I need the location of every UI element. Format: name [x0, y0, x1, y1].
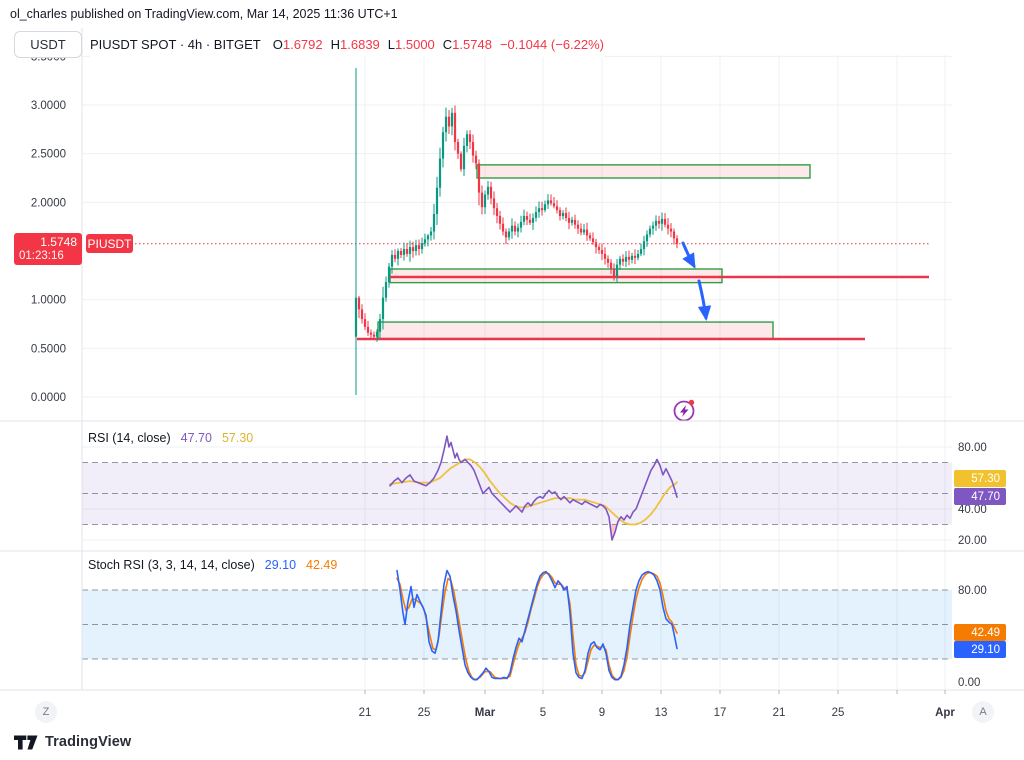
- ohlc-low-key: L: [387, 36, 396, 52]
- stoch-d-axis-chip: 42.49: [954, 624, 1006, 641]
- svg-text:40.00: 40.00: [958, 504, 987, 516]
- projection-arrows[interactable]: [681, 241, 712, 321]
- svg-text:2.5000: 2.5000: [31, 149, 66, 161]
- svg-text:25: 25: [418, 707, 431, 719]
- symbol-price-tag: PIUSDT: [86, 234, 133, 253]
- svg-text:0.0000: 0.0000: [31, 392, 66, 404]
- svg-text:80.00: 80.00: [958, 442, 987, 454]
- stoch-d-value: 42.49: [306, 558, 338, 572]
- rsi-ma-axis-chip: 57.30: [954, 470, 1006, 487]
- bar-countdown: 01:23:16: [19, 250, 64, 262]
- rsi-ma-value: 57.30: [221, 431, 254, 445]
- time-axis[interactable]: 21 25 Mar 5 9 13 17 21 25 Apr: [359, 690, 956, 719]
- price-change: −0.1044 (−6.22%): [499, 36, 605, 52]
- candles-layer: [354, 68, 679, 396]
- pane-separators[interactable]: [0, 420, 1024, 691]
- attribution-text: ol_charles published on TradingView.com,…: [10, 7, 398, 21]
- symbol-info-row: PIUSDT SPOT · 4h · BITGET O1.6792 H1.683…: [90, 31, 605, 57]
- stoch-k-value: 29.10: [264, 558, 297, 572]
- rsi-ma-line: [389, 458, 678, 526]
- svg-text:17: 17: [714, 707, 727, 719]
- ohlc-low: L1.5000: [388, 37, 435, 52]
- svg-text:Mar: Mar: [475, 707, 496, 719]
- rsi-title-text[interactable]: RSI (14, close): [88, 431, 171, 445]
- ohlc-close-value: 1.5748: [452, 36, 492, 52]
- svg-text:80.00: 80.00: [958, 585, 987, 597]
- ohlc-close-key: C: [442, 36, 453, 52]
- svg-text:5: 5: [540, 707, 546, 719]
- stoch-pane-title: Stoch RSI (3, 3, 14, 14, close) 29.10 42…: [88, 558, 337, 572]
- last-price-label: 1.5748 01:23:16: [14, 233, 82, 265]
- currency-button[interactable]: USDT: [14, 31, 82, 58]
- symbol-title[interactable]: PIUSDT SPOT · 4h · BITGET: [90, 36, 261, 52]
- stoch-k-axis-chip: 29.10: [954, 641, 1006, 658]
- svg-text:Apr: Apr: [935, 707, 955, 719]
- svg-text:2.0000: 2.0000: [31, 197, 66, 209]
- svg-text:0.5000: 0.5000: [31, 343, 66, 355]
- tradingview-logo-text: TradingView: [45, 734, 132, 750]
- svg-text:20.00: 20.00: [958, 535, 987, 547]
- stoch-title-text[interactable]: Stoch RSI (3, 3, 14, 14, close): [88, 558, 255, 572]
- vertical-gridlines: [364, 55, 946, 690]
- ohlc-open-key: O: [272, 36, 283, 52]
- rsi-pane-title: RSI (14, close) 47.70 57.30: [88, 431, 253, 445]
- last-price-value: 1.5748: [40, 235, 77, 249]
- ohlc-close: C1.5748: [443, 37, 492, 52]
- rsi-axis-chip: 47.70: [954, 488, 1006, 505]
- ohlc-open: O1.6792: [273, 37, 323, 52]
- ohlc-high: H1.6839: [331, 37, 380, 52]
- svg-text:13: 13: [655, 707, 668, 719]
- autoscale-badge[interactable]: A: [972, 701, 994, 723]
- timezone-badge[interactable]: Z: [35, 701, 57, 723]
- svg-text:0.00: 0.00: [958, 677, 980, 689]
- flash-marker-icon[interactable]: [673, 399, 695, 422]
- svg-text:1.0000: 1.0000: [31, 295, 66, 307]
- stoch-k-line: [396, 569, 678, 681]
- ohlc-low-value: 1.5000: [395, 36, 435, 52]
- svg-text:25: 25: [832, 707, 845, 719]
- ohlc-open-value: 1.6792: [282, 36, 323, 52]
- ohlc-high-value: 1.6839: [340, 36, 380, 52]
- tradingview-logo[interactable]: TradingView: [14, 734, 131, 750]
- supply-demand-zones[interactable]: [377, 164, 811, 340]
- svg-text:9: 9: [599, 707, 605, 719]
- tradingview-logo-glyph: [14, 735, 38, 749]
- svg-text:3.0000: 3.0000: [31, 100, 66, 112]
- svg-text:21: 21: [359, 707, 372, 719]
- rsi-value: 47.70: [180, 431, 212, 445]
- indicator-level-lines: [82, 461, 952, 660]
- rsi-line: [389, 435, 678, 541]
- stoch-d-line: [396, 571, 678, 681]
- price-axis-labels: 3.50003.00002.50002.00001.00000.50000.00…: [31, 51, 66, 404]
- price-level-lines[interactable]: [357, 275, 929, 341]
- svg-text:21: 21: [773, 707, 786, 719]
- indicator-axis-labels: 80.00 40.00 20.00 80.00 0.00: [958, 442, 987, 689]
- ohlc-high-key: H: [330, 36, 341, 52]
